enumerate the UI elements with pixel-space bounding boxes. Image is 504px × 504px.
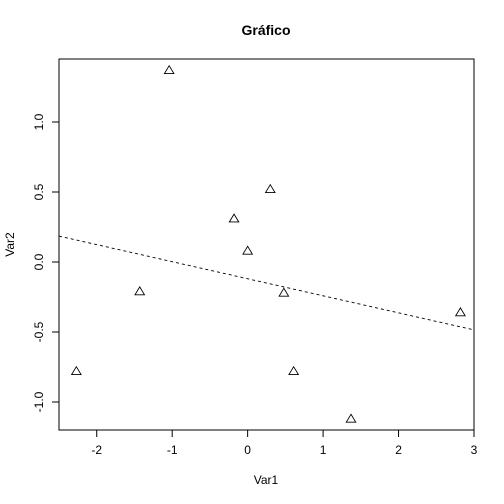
data-point [163,64,175,75]
y-tick-label: -1.0 [32,391,46,412]
data-point [134,286,146,296]
data-point [264,183,276,194]
x-axis-label: Var1 [254,473,279,487]
chart-title: Gráfico [241,22,290,38]
data-point [70,365,82,376]
data-point [228,213,240,223]
y-tick-label: 0.5 [32,183,46,200]
x-axis: -2 -1 0 1 2 3 [91,430,478,457]
y-axis: -1.0 -0.5 0.0 0.5 1.0 [32,113,59,412]
x-tick-label: -2 [91,443,102,457]
data-point [345,413,357,423]
x-tick-label: 3 [471,443,478,457]
y-tick-label: -0.5 [32,321,46,342]
y-tick-label: 0.0 [32,253,46,270]
data-point [454,307,466,317]
data-point [288,365,300,376]
data-points [70,64,466,423]
plot-frame [58,58,475,431]
x-tick-label: 1 [320,443,327,457]
x-tick-label: 0 [244,443,251,457]
y-axis-label: Var2 [3,232,17,257]
regression-line [58,235,475,331]
data-point [242,245,254,255]
x-tick-label: -1 [167,443,178,457]
data-point [278,287,290,297]
regression-line-group [58,235,475,331]
y-tick-label: 1.0 [32,113,46,130]
x-tick-label: 2 [395,443,402,457]
